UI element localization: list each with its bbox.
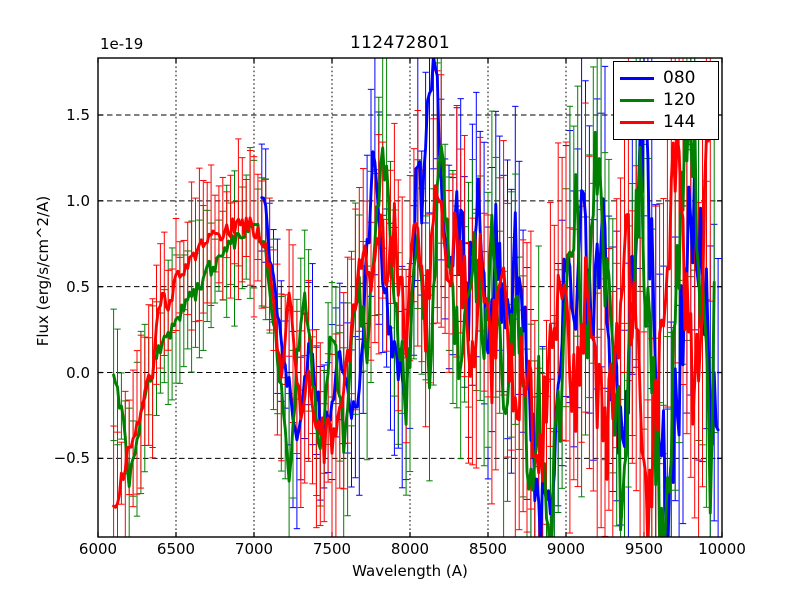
x-tick-label: 7000 <box>234 540 274 558</box>
legend-label: 144 <box>663 111 696 132</box>
y-tick-label: 0.5 <box>66 277 90 296</box>
legend-line-swatch <box>620 76 654 80</box>
x-tick-label: 9000 <box>546 540 586 558</box>
y-tick-label: 0.0 <box>66 363 90 382</box>
legend-line-swatch <box>620 98 654 102</box>
y-tick-label: 1.5 <box>66 105 90 124</box>
legend-label: 080 <box>663 67 696 88</box>
x-tick-label: 8500 <box>468 540 508 558</box>
page-title: 112472801 <box>349 33 451 53</box>
y-tick-label: 1.0 <box>66 191 90 210</box>
y-axis-exponent-label: 1e-19 <box>100 35 144 53</box>
x-tick-label: 9500 <box>624 540 664 558</box>
legend-line-swatch <box>620 120 654 124</box>
x-tick-label: 10000 <box>698 540 746 558</box>
legend-item-080: 080 <box>620 67 712 89</box>
data-series <box>112 58 720 537</box>
y-axis-label: Flux (erg/s/cm^2/A) <box>34 195 52 347</box>
legend: 080 120 144 <box>613 61 719 140</box>
y-tick-label: −0.5 <box>53 449 90 468</box>
legend-item-120: 120 <box>620 89 712 111</box>
series-line-144 <box>112 126 712 537</box>
legend-label: 120 <box>663 89 696 110</box>
x-tick-label: 8000 <box>390 540 430 558</box>
x-axis-label: Wavelength (A) <box>352 562 468 580</box>
axes-frame <box>97 57 723 538</box>
x-tick-label: 6000 <box>78 540 118 558</box>
legend-item-144: 144 <box>620 111 712 133</box>
x-tick-label: 7500 <box>312 540 352 558</box>
x-tick-label: 6500 <box>156 540 196 558</box>
